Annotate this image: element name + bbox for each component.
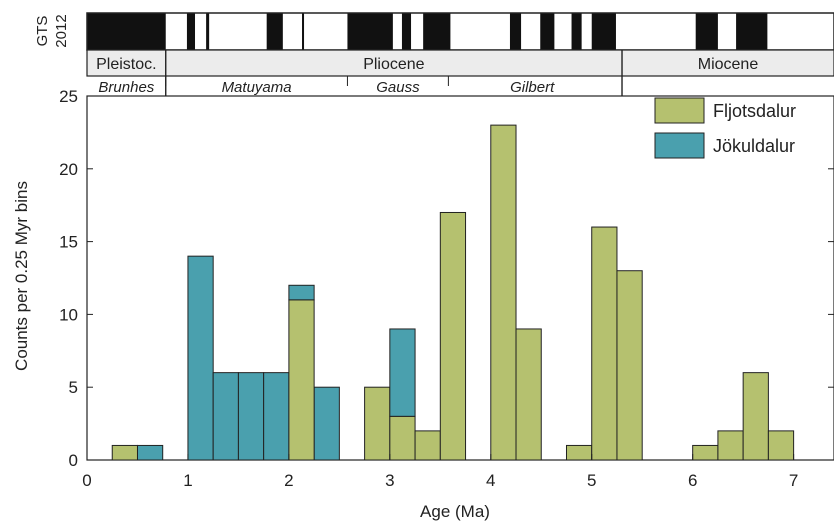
polarity-timescale-frame: [86, 12, 834, 51]
x-tick-label: 3: [385, 471, 394, 490]
bar-jokuldalur: [212, 372, 239, 461]
bar-fljotsdalur: [414, 430, 441, 461]
chron-label: Matuyama: [222, 79, 292, 96]
x-tick-label: 2: [284, 471, 293, 490]
normal-polarity-interval: [591, 13, 616, 50]
y-tick-label: 25: [59, 87, 78, 106]
bar-fljotsdalur: [692, 444, 719, 461]
plot-area: 0 1 2 3 4 5 6 7 0 5 10 15 20 25 Brunhes Matuyama Gauss…: [59, 76, 834, 490]
x-tick-label: 1: [183, 471, 192, 490]
legend-swatch: [654, 132, 705, 159]
bar-fljotsdalur: [364, 386, 391, 461]
legend: Fljotsdalur Jökuldalur: [654, 97, 796, 159]
x-axis: 0 1 2 3 4 5 6 7: [82, 454, 798, 490]
epoch-band-background: [86, 49, 834, 77]
legend-swatch: [654, 97, 705, 124]
bar-jokuldalur: [136, 444, 164, 461]
bar-fljotsdalur: [490, 124, 517, 461]
normal-polarity-interval: [423, 13, 451, 50]
bar-jokuldalur: [187, 255, 214, 461]
polarity-timescale: [87, 13, 768, 50]
bars: [111, 124, 795, 461]
normal-polarity-interval: [186, 13, 196, 50]
timescale-label-line1: GTS: [34, 16, 51, 47]
chron-labels: Brunhes Matuyama Gauss Gilbert: [98, 76, 555, 96]
bar-jokuldalur-stacked: [389, 328, 416, 417]
bar-fljotsdalur: [565, 444, 593, 461]
timescale-label-line2: 2012: [53, 14, 70, 47]
normal-polarity-interval: [347, 13, 393, 50]
normal-polarity-interval: [695, 13, 718, 50]
bar-fljotsdalur: [111, 444, 138, 461]
normal-polarity-interval: [87, 13, 166, 50]
epoch-label: Pleistoc.: [96, 56, 156, 73]
y-tick-label: 15: [59, 233, 78, 252]
normal-polarity-interval: [266, 13, 283, 50]
x-tick-label: 4: [486, 471, 495, 490]
epoch-band: Pleistoc. Pliocene Miocene: [86, 49, 834, 96]
bar-fljotsdalur: [515, 328, 542, 461]
bar-fljotsdalur: [742, 372, 769, 461]
bar-jokuldalur-stacked: [288, 284, 315, 301]
x-tick-label: 0: [82, 471, 91, 490]
timescale-label: GTS 2012: [34, 14, 70, 47]
bar-fljotsdalur: [591, 226, 618, 461]
y-tick-label: 5: [69, 378, 78, 397]
bar-fljotsdalur: [288, 299, 315, 461]
x-tick-label: 5: [587, 471, 596, 490]
bar-jokuldalur: [237, 372, 265, 461]
bar-fljotsdalur: [767, 430, 795, 461]
y-tick-label: 20: [59, 160, 78, 179]
normal-polarity-interval: [736, 13, 768, 50]
epoch-label: Miocene: [698, 56, 759, 73]
epoch-label: Pliocene: [363, 56, 424, 73]
x-tick-label: 6: [688, 471, 697, 490]
y-tick-label: 0: [69, 451, 78, 470]
x-tick-label: 7: [789, 471, 798, 490]
bar-fljotsdalur: [389, 415, 416, 461]
bar-fljotsdalur: [717, 430, 744, 461]
normal-polarity-interval: [401, 13, 412, 50]
chron-label: Brunhes: [98, 79, 154, 96]
normal-polarity-interval: [302, 13, 305, 50]
normal-polarity-interval: [509, 13, 522, 50]
chron-label: Gilbert: [510, 79, 555, 96]
bar-jokuldalur: [313, 386, 340, 461]
chron-label: Gauss: [376, 79, 420, 96]
legend-label: Fljotsdalur: [713, 101, 796, 121]
x-axis-title: Age (Ma): [420, 502, 490, 521]
normal-polarity-interval: [571, 13, 582, 50]
normal-polarity-interval: [206, 13, 210, 50]
normal-polarity-interval: [540, 13, 555, 50]
y-tick-label: 10: [59, 305, 78, 324]
y-axis: 0 5 10 15 20 25: [59, 87, 834, 470]
bar-fljotsdalur: [616, 270, 643, 461]
legend-label: Jökuldalur: [713, 136, 795, 156]
bar-jokuldalur: [263, 372, 290, 461]
y-axis-title: Counts per 0.25 Myr bins: [12, 181, 31, 371]
bar-fljotsdalur: [439, 211, 467, 461]
